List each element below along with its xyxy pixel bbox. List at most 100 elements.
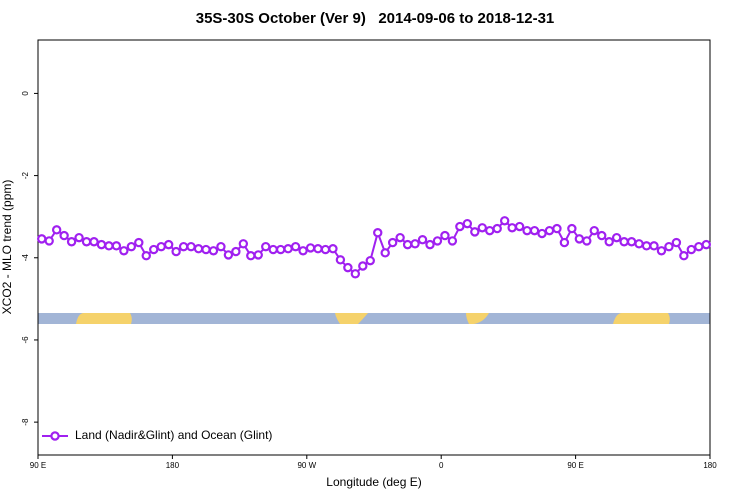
- x-tick-label: 90 W: [297, 461, 316, 470]
- data-point: [701, 239, 711, 250]
- data-point: [499, 216, 510, 226]
- data-point: [358, 261, 368, 271]
- data-point: [694, 241, 704, 252]
- data-point: [425, 239, 435, 250]
- map-strip: [38, 313, 710, 324]
- data-point: [149, 244, 159, 255]
- data-point: [141, 251, 151, 261]
- data-point: [186, 241, 196, 252]
- data-point: [574, 234, 585, 244]
- data-point: [641, 241, 652, 251]
- data-point: [544, 225, 555, 236]
- data-point: [238, 239, 249, 249]
- data-point: [656, 246, 667, 256]
- data-point: [74, 232, 84, 243]
- data-point: [410, 239, 420, 249]
- x-tick-label: 0: [439, 461, 444, 470]
- data-point: [395, 232, 405, 243]
- data-point: [134, 237, 144, 248]
- data-point: [313, 244, 323, 254]
- data-point: [619, 237, 629, 247]
- data-point: [305, 243, 316, 253]
- data-point: [119, 246, 129, 256]
- data-point: [350, 269, 361, 279]
- data-point: [529, 225, 540, 236]
- data-point: [634, 239, 644, 249]
- data-point: [253, 250, 263, 260]
- data-point: [156, 241, 166, 252]
- y-tick-label: 0: [21, 91, 30, 96]
- data-point: [261, 241, 271, 252]
- data-point: [96, 239, 107, 250]
- data-point: [514, 221, 525, 232]
- data-point: [686, 244, 697, 255]
- data-point: [246, 251, 256, 261]
- data-point: [66, 237, 77, 247]
- data-point: [231, 246, 241, 257]
- data-point: [89, 237, 99, 247]
- data-point: [589, 225, 599, 236]
- data-point: [387, 237, 398, 248]
- data-point: [567, 223, 577, 234]
- data-point: [328, 244, 338, 254]
- data-point: [552, 223, 562, 234]
- data-point: [582, 236, 592, 246]
- data-point: [671, 237, 682, 248]
- x-tick-label: 90 E: [567, 461, 583, 470]
- data-point: [208, 246, 219, 256]
- data-point: [604, 237, 614, 247]
- data-point: [447, 236, 458, 246]
- data-point: [477, 223, 487, 233]
- data-point: [649, 241, 659, 251]
- data-point: [335, 255, 346, 265]
- x-tick-label: 90 E: [30, 461, 46, 470]
- data-point: [343, 262, 353, 273]
- data-point: [111, 241, 122, 251]
- data-point: [283, 244, 293, 254]
- series-line: [41, 219, 707, 276]
- data-point: [163, 239, 174, 250]
- data-point: [223, 250, 234, 260]
- data-point: [664, 241, 674, 252]
- y-tick-label: -8: [21, 418, 30, 426]
- data-point: [275, 244, 286, 255]
- data-point: [51, 225, 62, 235]
- y-tick-label: -4: [21, 254, 30, 262]
- data-point: [193, 244, 204, 254]
- data-point: [611, 232, 622, 243]
- data-point: [126, 241, 137, 252]
- data-point: [81, 237, 92, 247]
- x-tick-label: 180: [703, 461, 717, 470]
- data-point: [201, 244, 211, 255]
- data-point: [298, 246, 308, 256]
- data-point: [537, 228, 547, 239]
- x-tick-label: 180: [166, 461, 180, 470]
- y-axis-label: XCO2 - MLO trend (ppm): [0, 180, 14, 315]
- y-tick-label: -2: [21, 171, 30, 179]
- y-tick-label: -6: [21, 336, 30, 344]
- data-point: [679, 251, 689, 261]
- data-point: [432, 236, 443, 246]
- data-point: [507, 223, 517, 233]
- data-point: [373, 228, 383, 238]
- data-point: [216, 241, 226, 252]
- data-point: [290, 241, 301, 252]
- data-point: [485, 225, 495, 236]
- data-point: [59, 230, 69, 241]
- data-point: [178, 241, 189, 252]
- data-point: [44, 236, 54, 246]
- data-point: [462, 218, 473, 229]
- chart-title: 35S-30S October (Ver 9) 2014-09-06 to 20…: [196, 10, 555, 27]
- data-point: [171, 246, 181, 257]
- data-point: [559, 237, 570, 248]
- data-point: [365, 255, 375, 266]
- data-point: [455, 221, 465, 232]
- data-point: [320, 244, 331, 255]
- data-point: [597, 230, 607, 241]
- x-axis-label: Longitude (deg E): [326, 475, 421, 489]
- data-point: [268, 244, 278, 255]
- data-point: [402, 239, 413, 250]
- data-point: [37, 234, 47, 244]
